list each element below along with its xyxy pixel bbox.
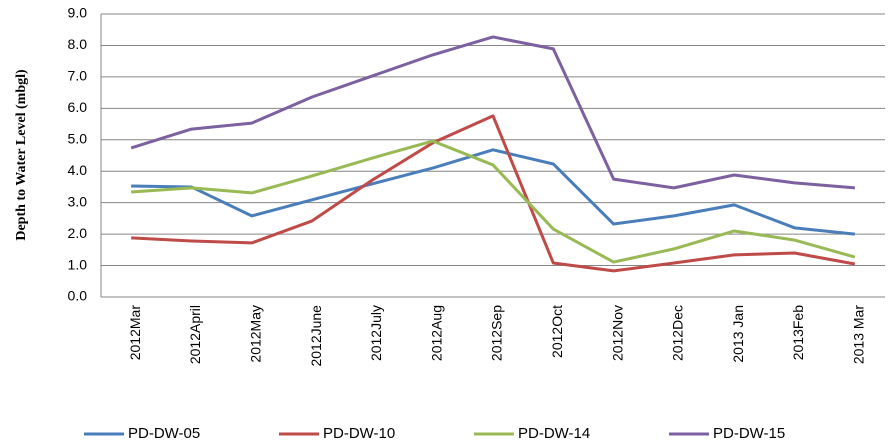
y-tick-label: 8.0 [68,36,88,52]
x-tick-label: 2013 Jan [730,305,746,363]
x-tick-label: 2012April [187,305,203,364]
y-tick-label: 7.0 [68,68,88,84]
y-tick-label: 1.0 [68,256,88,272]
data-line [131,148,856,236]
x-tick-label: 2012Sep [489,305,505,361]
x-tick-label: 2012Aug [428,305,444,361]
x-tick-label: 2012Mar [127,305,143,361]
y-tick-label: 2.0 [68,225,88,241]
x-tick-label: 2012Dec [670,305,686,361]
y-tick-label: 3.0 [68,193,88,209]
y-tick-label: 0.0 [68,288,88,304]
x-tick-label: 2012May [247,305,263,363]
y-tick-label: 5.0 [68,130,88,146]
data-line [131,114,856,273]
y-tick-label: 4.0 [68,162,88,178]
legend-label: PD-DW-15 [713,425,785,442]
x-tick-label: 2012July [368,305,384,361]
legend-label: PD-DW-05 [128,425,200,442]
y-tick-label: 9.0 [68,5,88,21]
x-tick-label: 2013Feb [790,305,806,360]
legend-label: PD-DW-14 [518,425,590,442]
x-tick-label: 2012Oct [549,305,565,358]
data-line [131,139,856,264]
y-tick-label: 6.0 [68,99,88,115]
legend-label: PD-DW-10 [323,425,395,442]
x-tick-label: 2012June [308,305,324,367]
data-line [130,35,855,190]
x-tick-label: 2013 Mar [851,305,867,364]
y-axis-label: Depth to Water Level (mbgl) [14,69,29,241]
x-tick-label: 2012Nov [609,305,625,361]
